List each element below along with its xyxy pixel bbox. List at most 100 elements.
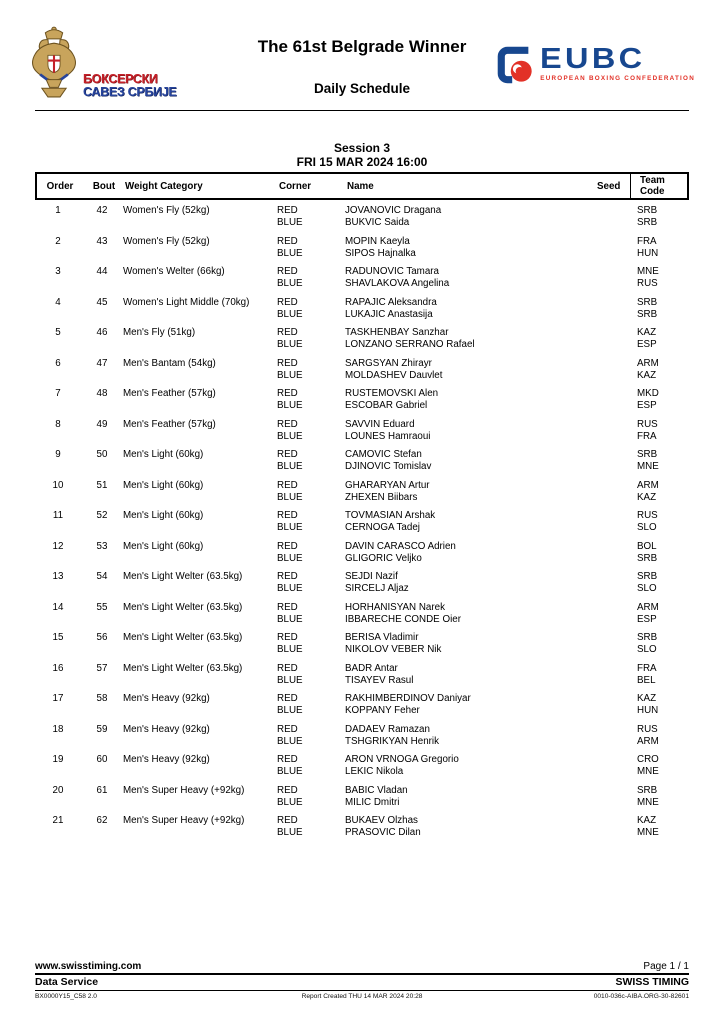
blue-boxer-name: SIRCELJ Aljaz (345, 583, 409, 595)
document-titles: The 61st Belgrade Winner Daily Schedule (0, 37, 724, 96)
red-team-code: ARM (637, 601, 659, 613)
bout-team-codes: ARM KAZ (628, 358, 689, 385)
blue-team-code: SRB (637, 308, 658, 320)
bout-weight-category: Men's Heavy (92kg) (123, 693, 210, 705)
bout-boxer-names: HORHANISYAN Narek IBBARECHE CONDE Oier (345, 602, 595, 629)
bout-seeds (595, 602, 628, 629)
red-boxer-name: TASKHENBAY Sanzhar (345, 327, 449, 339)
column-header-order: Order (46, 181, 74, 192)
bout-boxer-names: RADUNOVIC Tamara SHAVLAKOVA Angelina (345, 266, 595, 293)
red-corner-label: RED (277, 479, 298, 491)
bout-boxer-names: BABIC Vladan MILIC Dmitri (345, 785, 595, 812)
eubc-acronym: EUBC (540, 43, 646, 75)
bout-team-codes: FRA BEL (628, 663, 689, 690)
bout-number: 49 (96, 418, 108, 430)
bout-team-codes: BOL SRB (628, 541, 689, 568)
bout-row: 9 50 Men's Light (60kg) RED BLUE CAMOVIC… (35, 446, 689, 477)
red-team-code: MNE (637, 266, 659, 278)
red-boxer-name: BADR Antar (345, 662, 398, 674)
red-corner-label: RED (277, 388, 298, 400)
blue-corner-label: BLUE (277, 217, 303, 229)
red-team-code: RUS (637, 510, 658, 522)
bout-number: 62 (96, 815, 108, 827)
blue-boxer-name: MILIC Dmitri (345, 796, 400, 808)
bout-weight-category: Men's Fly (51kg) (123, 327, 196, 339)
bout-weight-category: Men's Super Heavy (+92kg) (123, 815, 245, 827)
bout-boxer-names: BERISA Vladimir NIKOLOV VEBER Nik (345, 632, 595, 659)
bout-weight-category: Women's Welter (66kg) (123, 266, 225, 278)
blue-corner-label: BLUE (277, 735, 303, 747)
bout-weight-category: Women's Light Middle (70kg) (123, 296, 250, 308)
red-boxer-name: CAMOVIC Stefan (345, 449, 422, 461)
bout-corner-labels: RED BLUE (277, 724, 345, 751)
bout-boxer-names: DAVIN CARASCO Adrien GLIGORIC Veljko (345, 541, 595, 568)
bout-seeds (595, 663, 628, 690)
red-corner-label: RED (277, 723, 298, 735)
bout-team-codes: CRO MNE (628, 754, 689, 781)
bout-row: 13 54 Men's Light Welter (63.5kg) RED BL… (35, 568, 689, 599)
bout-seeds (595, 571, 628, 598)
red-boxer-name: BABIC Vladan (345, 784, 408, 796)
bout-row: 10 51 Men's Light (60kg) RED BLUE GHARAR… (35, 477, 689, 508)
footer-ref-code: 0010-036c-AIBA.ORG-30-82601 (593, 993, 689, 1000)
bout-corner-labels: RED BLUE (277, 785, 345, 812)
bout-order: 4 (55, 296, 61, 308)
page-title: The 61st Belgrade Winner (257, 37, 467, 56)
bout-row: 3 44 Women's Welter (66kg) RED BLUE RADU… (35, 263, 689, 294)
red-team-code: KAZ (637, 327, 657, 339)
bout-boxer-names: ARON VRNOGA Gregorio LEKIC Nikola (345, 754, 595, 781)
blue-corner-label: BLUE (277, 278, 303, 290)
bout-number: 56 (96, 632, 108, 644)
red-team-code: SRB (637, 205, 658, 217)
bout-corner-labels: RED BLUE (277, 541, 345, 568)
bout-corner-labels: RED BLUE (277, 419, 345, 446)
bout-seeds (595, 449, 628, 476)
bout-team-codes: KAZ ESP (628, 327, 689, 354)
bout-number: 50 (96, 449, 108, 461)
bout-team-codes: SRB MNE (628, 785, 689, 812)
bout-team-codes: FRA HUN (628, 236, 689, 263)
header-divider-rule (35, 110, 689, 112)
column-header-corner: Corner (279, 181, 312, 192)
bout-order: 15 (52, 632, 64, 644)
bout-seeds (595, 266, 628, 293)
footer-row-website: www.swisstiming.com Page 1 / 1 (35, 961, 689, 975)
bout-order: 1 (55, 205, 61, 217)
red-team-code: MKD (637, 388, 659, 400)
blue-boxer-name: NIKOLOV VEBER Nik (345, 644, 442, 656)
footer-doc-code: BX0000Y15_C58 2.0 (35, 993, 97, 1000)
bout-corner-labels: RED BLUE (277, 632, 345, 659)
blue-boxer-name: KOPPANY Feher (345, 705, 420, 717)
blue-corner-label: BLUE (277, 522, 303, 534)
bout-row: 2 43 Women's Fly (52kg) RED BLUE MOPIN K… (35, 233, 689, 264)
blue-corner-label: BLUE (277, 430, 303, 442)
bout-weight-category: Men's Light (60kg) (123, 540, 204, 552)
bout-row: 16 57 Men's Light Welter (63.5kg) RED BL… (35, 660, 689, 691)
blue-team-code: KAZ (637, 369, 657, 381)
bout-row: 4 45 Women's Light Middle (70kg) RED BLU… (35, 294, 689, 325)
bout-seeds (595, 205, 628, 232)
blue-team-code: ESP (637, 400, 657, 412)
bout-corner-labels: RED BLUE (277, 571, 345, 598)
bout-order: 5 (55, 327, 61, 339)
red-boxer-name: HORHANISYAN Narek (345, 601, 445, 613)
red-team-code: RUS (637, 418, 658, 430)
bout-corner-labels: RED BLUE (277, 480, 345, 507)
blue-corner-label: BLUE (277, 400, 303, 412)
red-team-code: SRB (637, 296, 658, 308)
blue-team-code: ESP (637, 613, 657, 625)
bout-boxer-names: SAVVIN Eduard LOUNES Hamraoui (345, 419, 595, 446)
bout-order: 2 (55, 235, 61, 247)
red-team-code: FRA (637, 235, 657, 247)
red-corner-label: RED (277, 632, 298, 644)
bout-seeds (595, 724, 628, 751)
bout-number: 54 (96, 571, 108, 583)
bout-number: 60 (96, 754, 108, 766)
bout-boxer-names: MOPIN Kaeyla SIPOS Hajnalka (345, 236, 595, 263)
bout-team-codes: KAZ HUN (628, 693, 689, 720)
bout-boxer-names: RAKHIMBERDINOV Daniyar KOPPANY Feher (345, 693, 595, 720)
blue-team-code: SRB (637, 552, 658, 564)
bout-weight-category: Men's Light Welter (63.5kg) (123, 601, 243, 613)
blue-boxer-name: CERNOGA Tadej (345, 522, 420, 534)
blue-corner-label: BLUE (277, 705, 303, 717)
